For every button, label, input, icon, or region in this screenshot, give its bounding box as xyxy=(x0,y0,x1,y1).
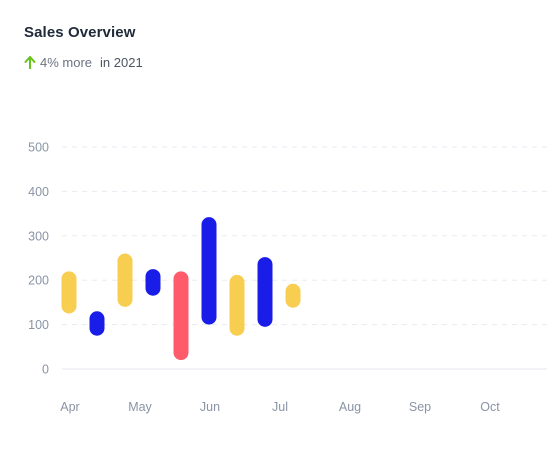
range-bar-8[interactable] xyxy=(257,257,273,327)
range-bar-4[interactable] xyxy=(145,269,161,296)
x-tick-label: Oct xyxy=(480,400,500,414)
y-tick-label: 0 xyxy=(42,363,49,377)
trend-period: in 2021 xyxy=(100,55,143,70)
x-tick-label: Jul xyxy=(272,400,288,414)
grid-lines xyxy=(62,146,547,370)
y-tick-label: 400 xyxy=(28,185,49,199)
range-bar-3[interactable] xyxy=(117,253,133,307)
y-axis: 0 100 200 300 400 500 xyxy=(28,141,49,377)
range-bar-6[interactable] xyxy=(201,217,217,325)
range-bar-5[interactable] xyxy=(173,271,189,361)
trend-summary: 4% more in 2021 xyxy=(24,55,143,70)
y-tick-label: 500 xyxy=(28,141,49,155)
x-tick-label: Sep xyxy=(409,400,431,414)
x-tick-label: May xyxy=(128,400,152,414)
range-bar-9[interactable] xyxy=(285,283,301,308)
y-tick-label: 300 xyxy=(28,229,49,243)
trend-percentage: 4% more xyxy=(40,55,93,70)
chart-title: Sales Overview xyxy=(24,24,136,41)
range-bar-1[interactable] xyxy=(61,271,77,314)
range-bar-7[interactable] xyxy=(229,274,245,336)
y-tick-label: 100 xyxy=(28,318,49,332)
bar-series xyxy=(61,217,301,361)
x-tick-label: Apr xyxy=(60,400,79,414)
x-tick-label: Jun xyxy=(200,400,220,414)
x-tick-label: Aug xyxy=(339,400,361,414)
y-tick-label: 200 xyxy=(28,274,49,288)
range-bar-2[interactable] xyxy=(89,311,105,336)
x-axis: Apr May Jun Jul Aug Sep Oct xyxy=(60,400,500,414)
chart-header: Sales Overview 4% more in 2021 xyxy=(24,24,143,70)
arrow-up-icon xyxy=(24,56,36,69)
